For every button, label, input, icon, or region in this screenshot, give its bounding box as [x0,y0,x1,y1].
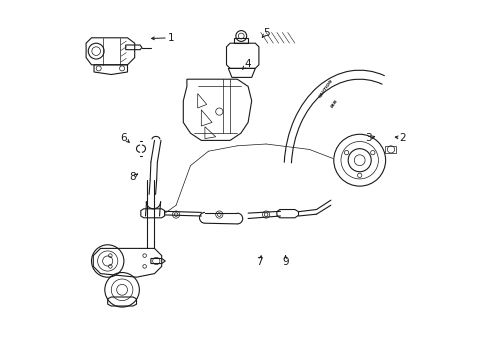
Text: 5: 5 [262,28,269,38]
Text: 2: 2 [399,133,406,143]
Text: CAUTION: CAUTION [318,78,333,98]
Text: 9: 9 [282,257,288,267]
Text: 8: 8 [129,172,136,182]
Text: 7: 7 [256,257,263,267]
Text: 1: 1 [167,33,174,43]
Text: 3: 3 [365,133,371,143]
Text: 4: 4 [244,59,250,69]
Text: 6: 6 [121,132,127,143]
Text: FAN: FAN [330,99,339,109]
